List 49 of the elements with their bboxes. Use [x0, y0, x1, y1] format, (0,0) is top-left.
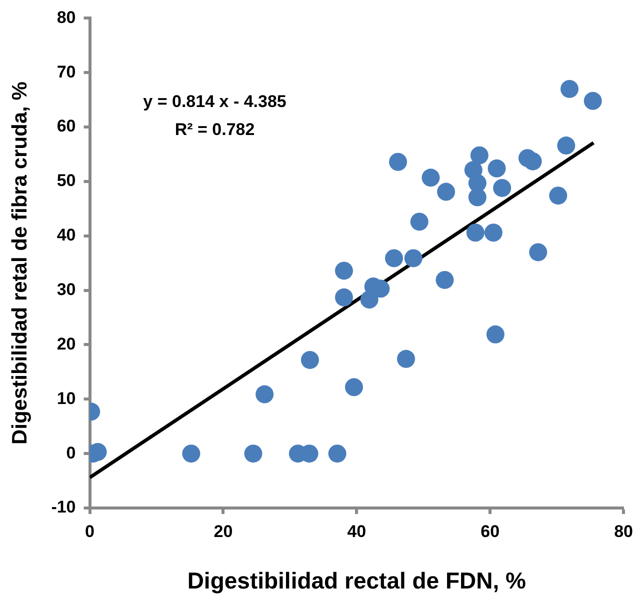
point — [385, 249, 404, 268]
y-tick-label: 40 — [56, 226, 76, 245]
point — [300, 350, 319, 369]
y-tick-label: 80 — [56, 8, 76, 27]
point — [470, 146, 488, 164]
point — [404, 249, 422, 268]
x-tick-label: 60 — [480, 522, 500, 541]
y-tick-label: 50 — [56, 171, 76, 190]
point — [334, 288, 353, 306]
point — [436, 270, 454, 289]
point — [488, 159, 506, 178]
point — [584, 92, 602, 110]
point — [397, 350, 416, 368]
point — [244, 444, 262, 463]
y-axis-title: Digestibilidad retal de fibra cruda, % — [8, 81, 32, 445]
point — [256, 385, 274, 404]
point — [557, 136, 576, 155]
annotation: y = 0.814 x - 4.385 — [143, 92, 286, 111]
y-tick-label: 20 — [56, 334, 76, 354]
point — [493, 179, 512, 197]
point — [90, 442, 107, 461]
x-tick-label: 80 — [614, 522, 634, 541]
annotation: R² = 0.782 — [174, 120, 255, 139]
point — [524, 152, 542, 170]
point — [486, 325, 504, 344]
point — [182, 444, 200, 463]
point — [422, 168, 440, 187]
point — [529, 243, 548, 262]
point — [344, 378, 363, 396]
point — [410, 212, 428, 231]
y-tick-label: 30 — [56, 280, 76, 299]
point — [560, 80, 578, 98]
point — [468, 188, 486, 206]
x-axis-title: Digestibilidad rectal de FDN, % — [187, 568, 526, 594]
point — [334, 262, 353, 280]
x-tick-label: 40 — [347, 522, 366, 541]
point — [484, 224, 502, 242]
point — [389, 152, 408, 171]
y-tick-label: -10 — [51, 498, 76, 517]
y-tick-label: 60 — [56, 116, 76, 136]
point — [549, 186, 568, 205]
y-tick-label: 70 — [56, 62, 76, 82]
x-tick-label: 0 — [85, 522, 95, 541]
point — [437, 182, 456, 201]
x-tick-label: 20 — [214, 522, 233, 541]
y-tick-label: 0 — [66, 443, 76, 462]
point — [328, 444, 346, 463]
y-tick-label: 10 — [56, 388, 76, 408]
point — [466, 224, 484, 242]
